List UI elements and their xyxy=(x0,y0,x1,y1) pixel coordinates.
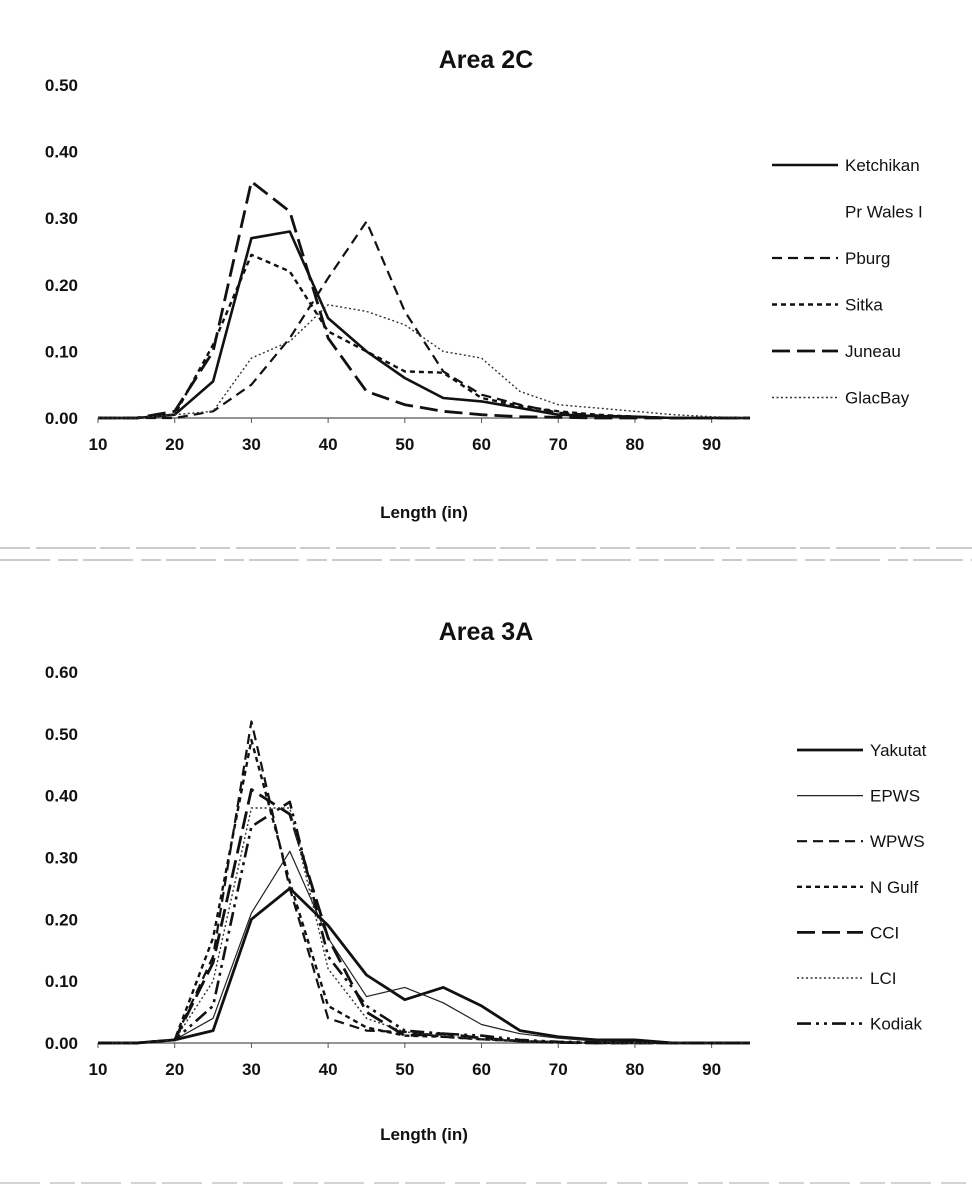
x-tick-label: 10 xyxy=(89,1060,108,1079)
legend-label: EPWS xyxy=(870,787,920,806)
series-line-kodiak xyxy=(98,800,750,1045)
y-tick-label: 0.50 xyxy=(45,725,78,744)
series-line-epws xyxy=(98,850,750,1044)
series-line-lci xyxy=(98,807,750,1044)
series-line-cci xyxy=(98,788,750,1045)
x-tick-label: 30 xyxy=(242,1060,261,1079)
y-tick-label: 0.40 xyxy=(45,787,78,806)
legend-label: Pburg xyxy=(845,249,890,268)
y-tick-label: 0.20 xyxy=(45,910,78,929)
x-tick-label: 90 xyxy=(702,435,721,454)
legend-label: Juneau xyxy=(845,342,901,361)
legend-label: WPWS xyxy=(870,832,925,851)
legend-label: Yakutat xyxy=(870,741,927,760)
legend-label: N Gulf xyxy=(870,878,918,897)
series-line-sitka xyxy=(98,253,750,420)
y-tick-label: 0.00 xyxy=(45,1034,78,1053)
x-tick-label: 40 xyxy=(319,435,338,454)
x-tick-label: 40 xyxy=(319,1060,338,1079)
series-line-glacbay xyxy=(98,304,751,419)
x-tick-label: 70 xyxy=(549,1060,568,1079)
chart-area-2c: Area 2C 0.00 0.10 0.20 0.30 0.40 0.50 10 20 30 40 5… xyxy=(45,46,923,522)
x-tick-label: 80 xyxy=(625,1060,644,1079)
y-tick-label: 0.00 xyxy=(45,409,78,428)
legend-label: Pr Wales I xyxy=(845,203,923,222)
legend-label: CCI xyxy=(870,923,899,942)
x-tick-label: 90 xyxy=(702,1060,721,1079)
x-tick-label: 20 xyxy=(165,435,184,454)
legend-label: Sitka xyxy=(845,296,883,315)
x-axis-label: Length (in) xyxy=(380,503,468,522)
x-tick-label: 80 xyxy=(625,435,644,454)
y-tick-label: 0.20 xyxy=(45,276,78,295)
x-tick-label: 70 xyxy=(549,435,568,454)
x-tick-label: 20 xyxy=(165,1060,184,1079)
x-tick-label: 60 xyxy=(472,435,491,454)
legend-label: GlacBay xyxy=(845,389,910,408)
y-tick-label: 0.30 xyxy=(45,849,78,868)
x-tick-label: 30 xyxy=(242,435,261,454)
chart-title: Area 2C xyxy=(439,46,534,74)
x-tick-label: 50 xyxy=(395,435,414,454)
chart-area-3a: Area 3A 0.00 0.10 0.20 0.30 0.40 0.50 0.60 10 20 3… xyxy=(45,618,927,1144)
series-line-ketchikan xyxy=(98,230,750,420)
legend-label: LCI xyxy=(870,969,896,988)
y-tick-label: 0.60 xyxy=(45,663,78,682)
x-tick-label: 60 xyxy=(472,1060,491,1079)
series-line-n-gulf xyxy=(98,738,750,1045)
y-tick-label: 0.10 xyxy=(45,972,78,991)
legend-label: Kodiak xyxy=(870,1015,922,1034)
series-line-juneau xyxy=(98,180,750,420)
series-line-pburg xyxy=(98,220,750,420)
chart-title: Area 3A xyxy=(439,618,534,646)
y-tick-label: 0.40 xyxy=(45,143,78,162)
legend-label: Ketchikan xyxy=(845,156,920,175)
x-axis-label: Length (in) xyxy=(380,1125,468,1144)
y-tick-label: 0.50 xyxy=(45,76,78,95)
x-tick-label: 10 xyxy=(89,435,108,454)
y-tick-label: 0.10 xyxy=(45,342,78,361)
x-tick-label: 50 xyxy=(395,1060,414,1079)
y-tick-label: 0.30 xyxy=(45,209,78,228)
